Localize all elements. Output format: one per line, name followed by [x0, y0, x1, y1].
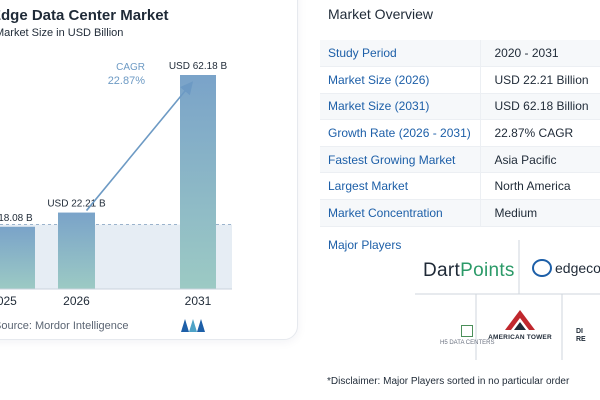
overview-row-value: Medium: [479, 199, 600, 227]
disclaimer: *Disclaimer: Major Players sorted in no …: [327, 376, 570, 387]
overview-row: Growth Rate (2026 - 2031) 22.87% CAGR: [320, 119, 600, 147]
bar-value-label: USD 62.18 B: [169, 61, 228, 72]
players-title: Major Players: [328, 238, 402, 252]
x-tick-label: 2025: [0, 294, 17, 308]
overview-row: Fastest Growing Market Asia Pacific: [320, 146, 600, 174]
overview-row: Market Concentration Medium: [320, 199, 600, 227]
edgeconnex-logo-text: edgecon: [555, 260, 600, 276]
dartpoints-logo-part2: Points: [460, 260, 515, 281]
digital-realty-logo-line2: RE: [576, 336, 586, 343]
h5-logo: H5 DATA CENTERS: [440, 325, 494, 346]
american-tower-logo-text: AMERICAN TOWER: [488, 334, 552, 341]
mordor-logo-icon: [181, 319, 205, 332]
bar-chart: USD 18.08 B 2025 USD 22.21 B 2026 USD 62.18 …: [0, 61, 232, 308]
digital-realty-logo-line1: DI: [576, 328, 583, 335]
cagr-arrow: [85, 81, 194, 212]
cagr-label: CAGR: [116, 62, 145, 73]
bar: [58, 212, 95, 289]
overview-row-label: Market Size (2031): [320, 93, 480, 121]
h5-logo-text: H5 DATA CENTERS: [440, 340, 495, 346]
american-tower-mark-icon: [505, 310, 535, 330]
overview-row-value: USD 22.21 Billion: [479, 66, 600, 94]
overview-row: Study Period 2020 - 2031: [320, 40, 600, 68]
overview-row-value: 2020 - 2031: [479, 40, 600, 68]
digital-realty-logo: DI RE: [576, 328, 586, 344]
overview-table: Study Period 2020 - 2031 Market Size (2026…: [320, 40, 600, 227]
overview-row-label: Growth Rate (2026 - 2031): [320, 119, 480, 147]
overview-row: Market Size (2026) USD 22.21 Billion: [320, 66, 600, 94]
bar: [180, 75, 216, 289]
overview-row-value: USD 62.18 Billion: [479, 93, 600, 121]
overview-row-label: Market Concentration: [320, 199, 480, 227]
overview-row: Largest Market North America: [320, 172, 600, 201]
bar-value-label: USD 22.21 B: [47, 199, 106, 210]
chart-subtitle: Market Size in USD Billion: [0, 27, 124, 39]
overview-row-label: Fastest Growing Market: [320, 146, 480, 174]
chart-title: Edge Data Center Market: [0, 7, 169, 24]
american-tower-logo: AMERICAN TOWER: [484, 310, 556, 341]
edgeconnex-mark-icon: [532, 259, 552, 278]
x-tick-label: 2026: [63, 294, 90, 308]
overview-title: Market Overview: [328, 6, 434, 22]
cagr-value: 22.87%: [108, 75, 146, 87]
x-tick-label: 2031: [185, 294, 212, 308]
h5-mark-icon: [461, 325, 474, 337]
overview-row-value: 22.87% CAGR: [479, 119, 600, 147]
bar: [0, 226, 35, 289]
dartpoints-logo-part1: Dart: [423, 260, 461, 281]
overview-row-value: North America: [479, 172, 600, 201]
overview-row-value: Asia Pacific: [479, 146, 600, 174]
dartpoints-logo: DartPoints: [423, 260, 515, 282]
bar-value-label: USD 18.08 B: [0, 213, 33, 224]
overview-row-label: Study Period: [320, 40, 480, 68]
overview-row-label: Largest Market: [320, 172, 480, 201]
overview-row: Market Size (2031) USD 62.18 Billion: [320, 93, 600, 121]
overview-row-label: Market Size (2026): [320, 66, 480, 94]
chart-source: Source: Mordor Intelligence: [0, 320, 129, 332]
edgeconnex-logo: edgecon: [532, 259, 600, 278]
